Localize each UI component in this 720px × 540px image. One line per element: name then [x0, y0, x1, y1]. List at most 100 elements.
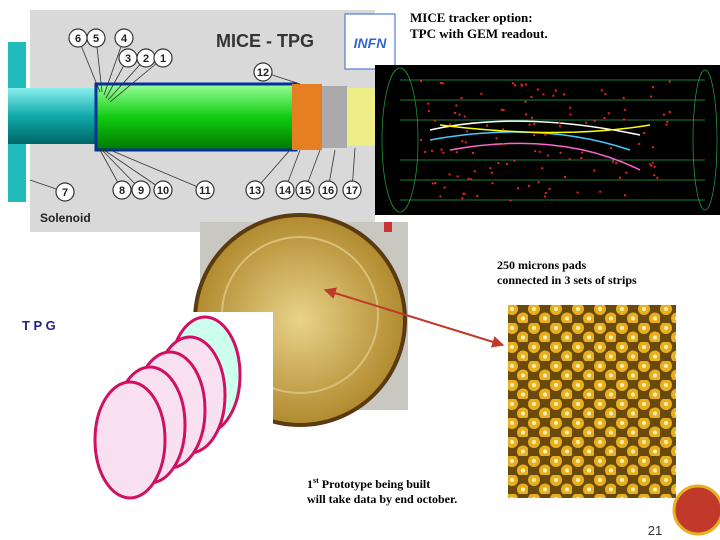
hit	[491, 182, 494, 185]
hit	[427, 110, 430, 113]
end-cap	[347, 88, 375, 146]
callout-leader	[109, 149, 206, 191]
hit	[559, 125, 562, 128]
hit	[505, 162, 508, 165]
sketch-title: T P G	[22, 318, 56, 333]
hit	[652, 146, 655, 149]
hit	[458, 113, 461, 116]
callout-circle	[253, 62, 273, 82]
hit	[467, 177, 470, 180]
hit	[607, 112, 610, 115]
hit	[470, 178, 473, 181]
hit	[533, 122, 536, 125]
prototype-text: Prototype being built	[321, 477, 431, 491]
hit	[525, 113, 528, 116]
hit	[650, 164, 653, 167]
hit	[662, 113, 665, 116]
hit	[543, 195, 546, 198]
hit	[495, 137, 498, 140]
ordinal-suffix: st	[313, 476, 319, 485]
hits	[420, 80, 671, 202]
callout-label: 15	[299, 185, 311, 197]
hit	[559, 151, 562, 154]
hit	[585, 121, 588, 124]
hit	[439, 195, 442, 198]
hit	[593, 169, 596, 172]
hit	[580, 156, 583, 159]
callout-circle	[86, 28, 106, 48]
callout-label: 13	[249, 185, 261, 197]
marker	[384, 222, 392, 232]
hit	[653, 174, 656, 177]
hit	[638, 142, 641, 145]
callout-label: 7	[62, 187, 68, 199]
callout-circle	[275, 180, 295, 200]
hit	[442, 151, 445, 154]
hit	[521, 84, 524, 87]
gem-foils	[93, 315, 242, 500]
hit	[427, 102, 430, 105]
callout-label: 12	[257, 67, 269, 79]
callout-label: 1	[160, 53, 166, 65]
callout-label: 3	[125, 53, 131, 65]
hit	[420, 80, 422, 82]
hit	[581, 151, 584, 154]
hit	[489, 167, 492, 170]
pads-note-line: 250 microns pads	[497, 258, 587, 272]
pads-note: 250 microns pads connected in 3 sets of …	[497, 258, 637, 288]
hit	[604, 93, 607, 96]
hit	[456, 175, 459, 178]
hit	[476, 194, 479, 197]
hit	[544, 133, 547, 136]
hit	[534, 150, 537, 153]
hit	[524, 100, 527, 103]
hit	[455, 104, 458, 107]
hit	[610, 146, 613, 149]
hit	[568, 158, 571, 161]
logo-text: INFN	[354, 35, 388, 51]
hit	[424, 150, 427, 153]
hit	[576, 191, 579, 194]
hit	[514, 84, 517, 87]
hit	[554, 89, 557, 92]
hit	[461, 197, 464, 200]
hit	[541, 167, 544, 170]
hit	[528, 123, 531, 126]
callout-label: 16	[322, 185, 334, 197]
callout-circle	[153, 48, 173, 68]
hit	[490, 171, 493, 174]
hit	[442, 82, 445, 85]
hit	[466, 130, 469, 133]
callouts: 6 5 4 3 2 1 12 7 8 9 10 11 13 14 15 16 17	[29, 28, 362, 202]
callout-label: 2	[143, 53, 149, 65]
callout-circle	[112, 180, 132, 200]
pads-photo	[508, 305, 676, 498]
hit	[666, 120, 669, 123]
hit	[533, 134, 536, 137]
hit	[513, 159, 516, 162]
diagram-title: MICE - TPG	[216, 31, 314, 51]
hit	[649, 163, 652, 166]
hit	[463, 192, 466, 195]
hit	[618, 176, 621, 179]
callout-leader	[109, 57, 164, 103]
hit	[650, 95, 653, 98]
hit	[665, 123, 668, 126]
callout-circle	[195, 180, 215, 200]
beam-pipe	[8, 88, 103, 144]
callout-label: 10	[157, 185, 169, 197]
geneva-logo	[672, 484, 720, 536]
callout-label: 5	[93, 33, 99, 45]
hit	[500, 108, 503, 111]
hit	[502, 128, 505, 131]
hit	[461, 140, 464, 143]
title: MICE tracker option: TPC with GEM readou…	[410, 10, 548, 42]
hit	[486, 124, 489, 127]
arrow	[323, 287, 505, 348]
hit	[463, 115, 466, 118]
hit	[480, 92, 483, 95]
hit	[615, 162, 618, 165]
ordinal: 1	[307, 477, 313, 491]
